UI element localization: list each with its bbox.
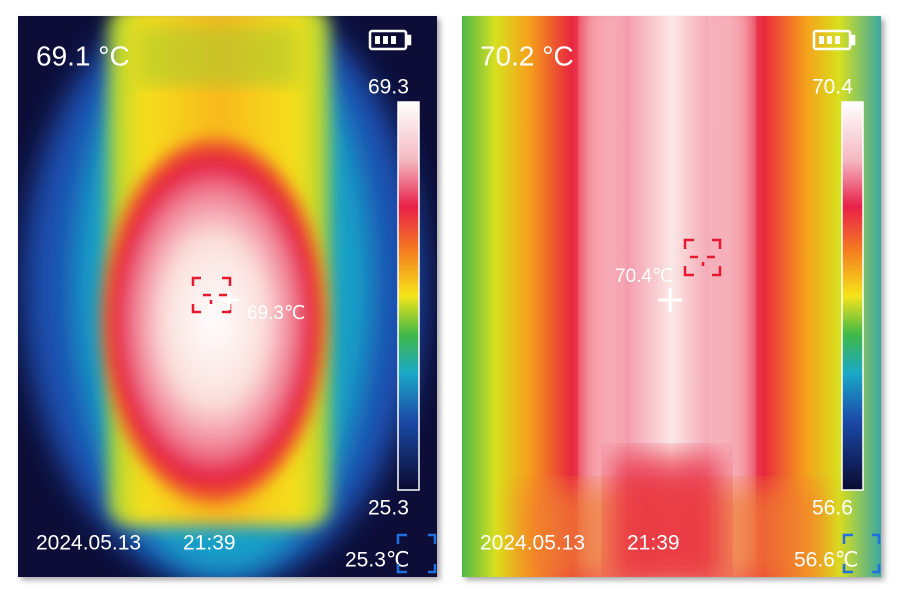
scale-min: 56.6 bbox=[812, 497, 853, 520]
spot-marker bbox=[191, 276, 232, 314]
color-scale bbox=[397, 101, 420, 491]
scale-min: 25.3 bbox=[368, 497, 409, 520]
color-scale bbox=[841, 101, 864, 491]
time: 21:39 bbox=[627, 532, 680, 555]
date: 2024.05.13 bbox=[480, 532, 585, 555]
spot-temp: 69.3℃ bbox=[247, 303, 305, 324]
crosshair bbox=[219, 290, 239, 310]
center-temp: 69.1 °C bbox=[36, 40, 130, 71]
scale-max: 70.4 bbox=[812, 76, 853, 99]
hot-edge bbox=[612, 456, 722, 577]
min-temp: 56.6℃ bbox=[794, 549, 858, 572]
min-temp: 25.3℃ bbox=[345, 549, 409, 572]
spot-temp: 70.4℃ bbox=[615, 266, 673, 287]
thermal-panel: 70.2 °C 70.4 56.6 70.4℃ 2024.05.13 21:39… bbox=[462, 16, 881, 577]
thermal-panel: 69.1 °C 69.3 25.3 69.3℃ 2024.05.13 21:39… bbox=[18, 16, 437, 577]
time: 21:39 bbox=[183, 532, 236, 555]
crosshair bbox=[658, 288, 682, 312]
spot-marker bbox=[683, 238, 722, 277]
scale-max: 69.3 bbox=[368, 76, 409, 99]
min-marker bbox=[842, 533, 881, 574]
battery-icon bbox=[368, 29, 412, 51]
min-marker bbox=[396, 533, 437, 574]
center-temp: 70.2 °C bbox=[480, 40, 574, 71]
date: 2024.05.13 bbox=[36, 532, 141, 555]
hot-zone bbox=[102, 139, 326, 503]
battery-icon bbox=[812, 29, 856, 51]
device-top bbox=[138, 26, 298, 86]
